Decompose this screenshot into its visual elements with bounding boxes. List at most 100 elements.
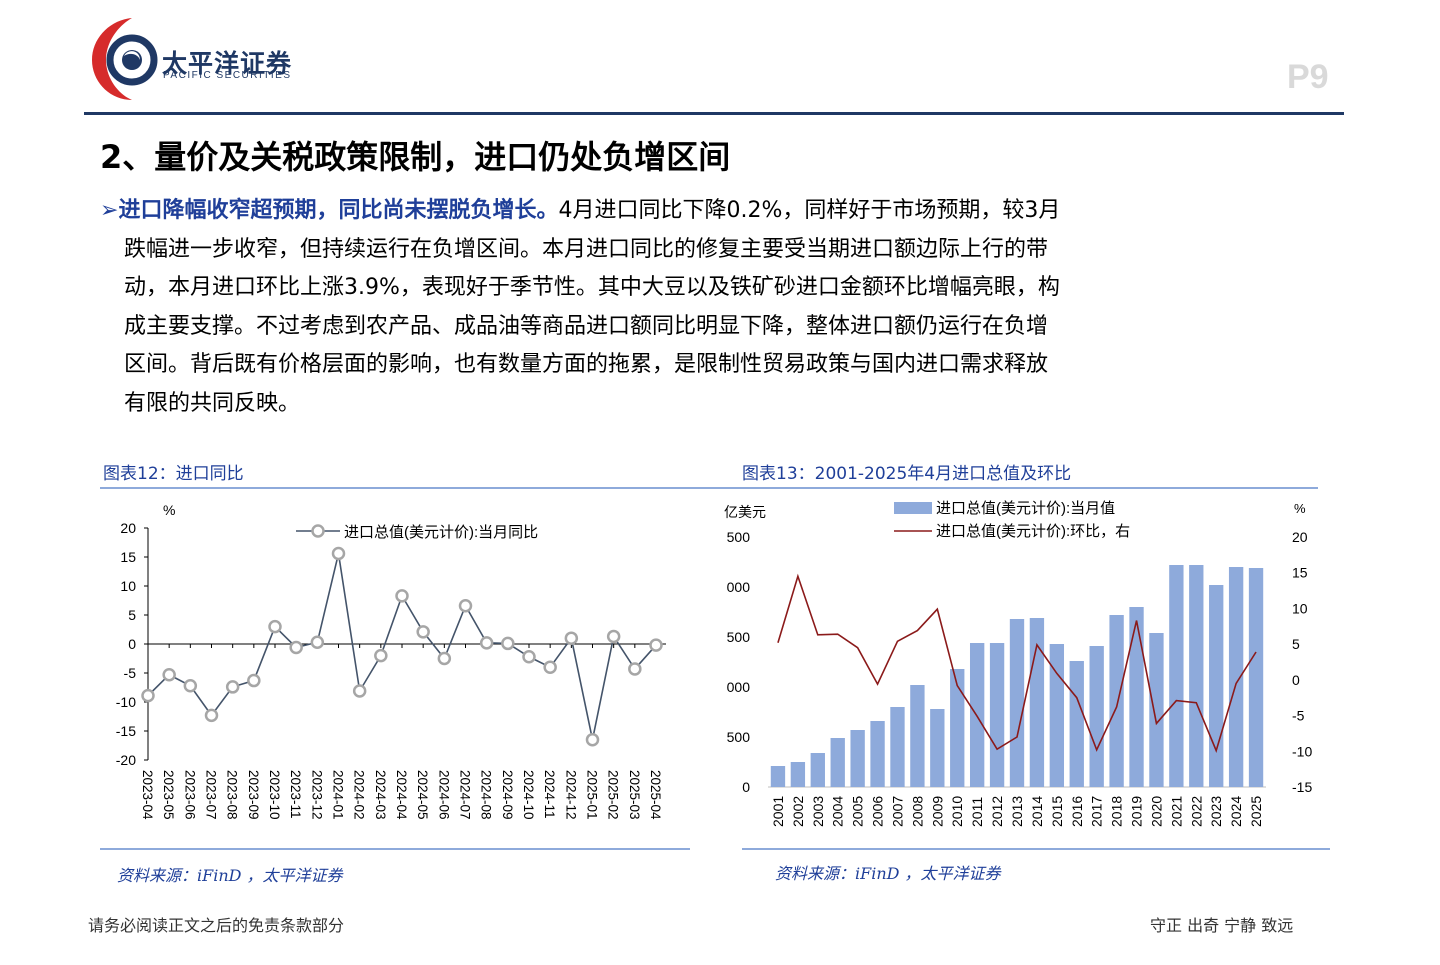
footer-motto: 守正 出奇 宁静 致远 — [1150, 916, 1294, 935]
x-tick-label: 2023-10 — [267, 770, 282, 820]
data-point — [522, 650, 536, 664]
x-tick-label: 2024-02 — [352, 770, 367, 820]
bar — [1109, 615, 1124, 787]
y-right-tick-label: -5 — [1292, 708, 1305, 724]
x-tick-label: 2013 — [1009, 796, 1025, 827]
y-right-tick-label: 20 — [1292, 529, 1308, 545]
data-point — [183, 679, 198, 693]
legend-bar-swatch — [894, 502, 932, 514]
y-left-tick-label: 000 — [727, 579, 751, 595]
bar — [850, 730, 865, 787]
x-tick-label: 2023-11 — [288, 770, 303, 819]
data-point — [331, 546, 346, 561]
paragraph-line-6: 有限的共同反映。 — [124, 390, 301, 416]
bar — [930, 709, 945, 787]
data-point — [204, 708, 219, 723]
figure12-source: 资料来源：iFinD ，太平洋证券 — [117, 866, 343, 885]
data-point — [395, 589, 409, 603]
bar — [810, 753, 825, 787]
y-axis-unit: % — [163, 502, 175, 518]
data-point — [352, 684, 367, 698]
x-tick-label: 2024-06 — [436, 770, 451, 820]
x-tick-label: 2017 — [1089, 796, 1105, 827]
bar — [1209, 585, 1224, 787]
paragraph-line-4: 成主要支撑。不过考虑到农产品、成品油等商品进口额同比明显下降，整体进口额仍运行在… — [124, 313, 1049, 339]
y-right-tick-label: 10 — [1292, 600, 1308, 616]
section-heading: 2、量价及关税政策限制，进口仍处负增区间 — [100, 138, 731, 176]
y-tick-label: 0 — [128, 636, 136, 652]
x-tick-label: 2004 — [830, 796, 846, 827]
y-tick-label: 10 — [120, 578, 136, 594]
bar — [1069, 661, 1084, 787]
y-left-tick-label: 000 — [727, 679, 751, 695]
bar — [770, 766, 786, 787]
data-point — [564, 631, 579, 645]
x-tick-label: 2024-08 — [479, 770, 494, 820]
company-name-cn: 太平洋证券 — [162, 49, 293, 78]
chart-import-yoy: 20 15 10 5 0 -5 -10 -15 -20% 2023-04 2023-05 2023-0… — [116, 502, 666, 820]
data-point — [479, 636, 494, 650]
data-point — [585, 732, 600, 747]
bar — [1169, 565, 1184, 787]
x-tick-label: 2025-03 — [627, 770, 642, 820]
bar — [1029, 618, 1045, 787]
x-tick-label: 2022 — [1188, 796, 1204, 827]
y-left-tick-label: 500 — [727, 529, 751, 545]
x-tick-label: 2024 — [1228, 796, 1244, 827]
x-tick-label: 2020 — [1148, 796, 1164, 827]
company-name-en: PACIFIC SECURITIES — [163, 70, 292, 81]
x-tick-label: 2002 — [790, 796, 806, 827]
x-tick-label: 2016 — [1069, 796, 1085, 827]
x-tick-label: 2010 — [949, 796, 965, 827]
data-point — [268, 619, 282, 634]
legend-marker — [311, 524, 325, 538]
x-tick-label: 2024-01 — [331, 770, 346, 820]
figure-top-rule — [100, 487, 1318, 489]
header-divider — [84, 112, 1344, 115]
bar — [989, 643, 1005, 787]
x-tick-label: 2025-04 — [648, 770, 663, 820]
page-number: P9 — [1287, 58, 1329, 96]
paragraph-line-1: ➢进口降幅收窄超预期，同比尚未摆脱负增长。4月进口同比下降0.2%，同样好于市场… — [100, 192, 1300, 231]
y-right-unit: % — [1294, 501, 1306, 516]
x-tick-label: 2024-05 — [415, 770, 430, 820]
bar — [910, 685, 925, 787]
y-right-tick-label: 0 — [1292, 672, 1300, 688]
x-tick-label: 2023 — [1208, 796, 1224, 827]
x-tick-label: 2006 — [870, 796, 886, 827]
bar — [1129, 607, 1144, 787]
data-point — [225, 680, 240, 694]
y-left-tick-label: 0 — [742, 779, 750, 795]
data-point — [606, 629, 621, 644]
x-tick-label: 2008 — [909, 796, 925, 827]
bar — [1228, 567, 1244, 787]
y-tick-label: 20 — [120, 520, 136, 536]
bar — [1009, 619, 1025, 787]
logo-mark-icon — [92, 18, 158, 100]
bar — [1189, 565, 1204, 787]
y-right-tick-label: -15 — [1292, 779, 1312, 795]
x-tick-label: 2019 — [1129, 796, 1145, 827]
bar — [830, 738, 845, 787]
x-tick-label: 2023-05 — [161, 770, 176, 820]
x-tick-label: 2025-02 — [606, 770, 621, 820]
bullet-arrow-icon: ➢ — [100, 198, 119, 223]
x-tick-label: 2005 — [850, 796, 866, 827]
body-paragraph: ➢进口降幅收窄超预期，同比尚未摆脱负增长。4月进口同比下降0.2%，同样好于市场… — [100, 192, 1300, 423]
bar — [1089, 646, 1104, 787]
y-tick-label: 15 — [120, 549, 136, 565]
y-tick-label: -5 — [124, 665, 137, 681]
paragraph-lead: 进口降幅收窄超预期，同比尚未摆脱负增长。 — [118, 198, 559, 223]
y-right-tick-label: -10 — [1292, 743, 1312, 759]
figure12-title: 图表12：进口同比 — [103, 464, 244, 484]
data-point — [289, 640, 303, 655]
x-tick-label: 2024-12 — [563, 770, 578, 820]
x-tick-label: 2025 — [1248, 796, 1264, 827]
y-tick-label: 5 — [128, 607, 136, 623]
x-tick-label: 2023-04 — [140, 770, 155, 820]
x-tick-label: 2003 — [810, 796, 826, 827]
y-right-tick-label: 5 — [1292, 636, 1300, 652]
data-point — [416, 625, 430, 639]
data-point — [247, 673, 261, 688]
y-tick-label: -15 — [116, 723, 136, 739]
